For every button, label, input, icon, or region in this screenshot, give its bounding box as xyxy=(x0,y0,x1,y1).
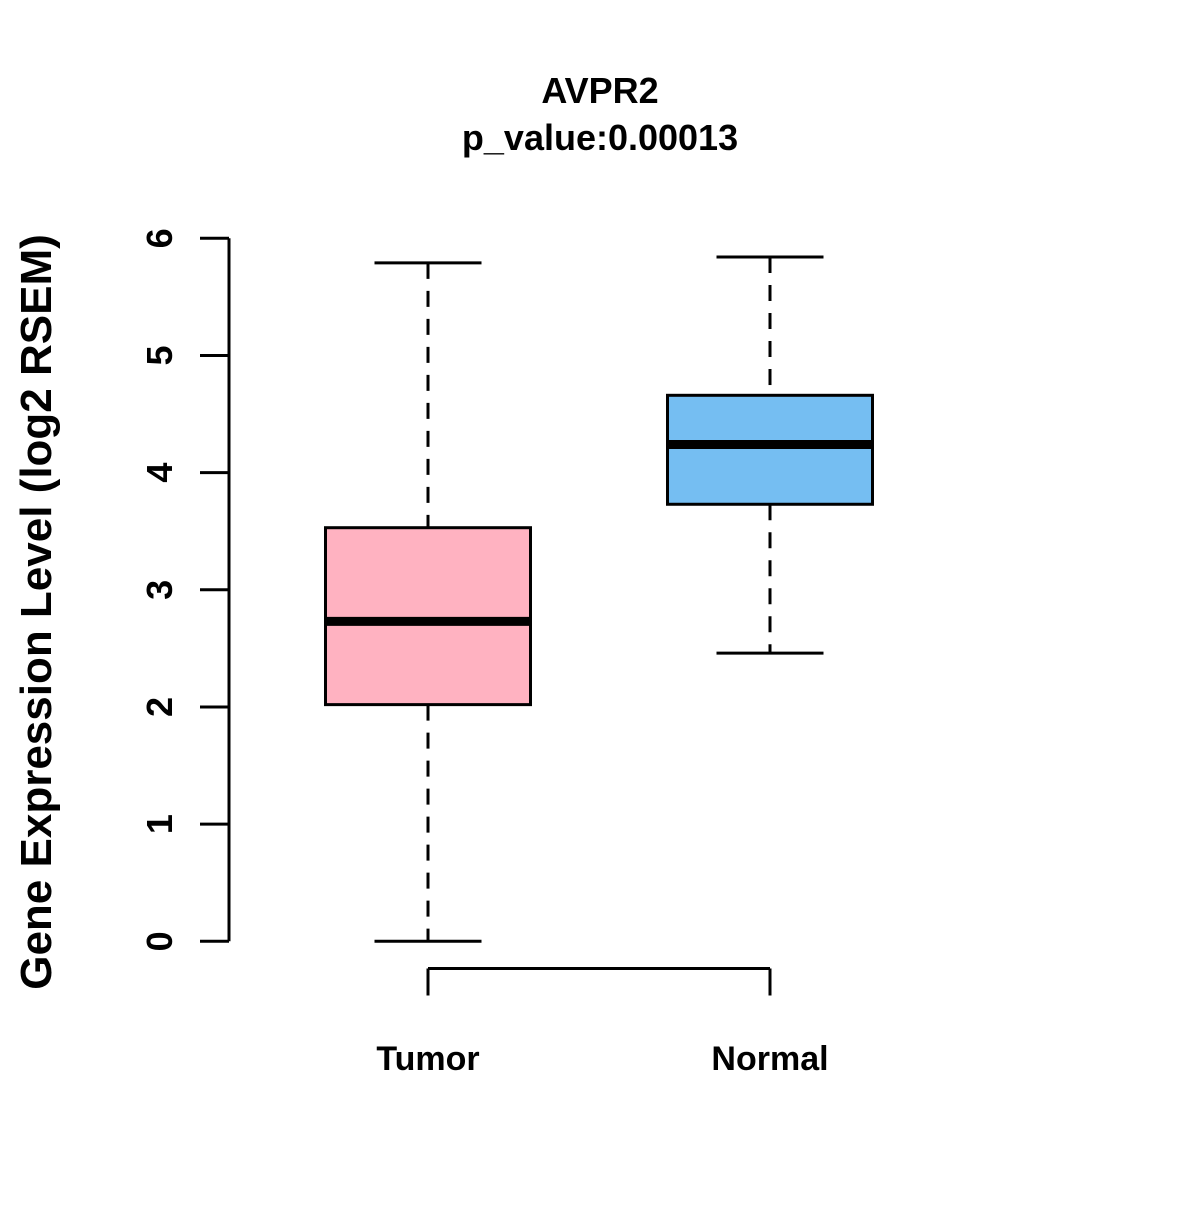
y-axis-tick-label: 3 xyxy=(139,580,180,600)
box-group-tumor xyxy=(324,261,532,943)
category-label-normal: Normal xyxy=(711,1040,828,1078)
y-axis-tick-label: 4 xyxy=(139,463,180,483)
chart-subtitle: p_value:0.00013 xyxy=(462,117,738,158)
iqr-box xyxy=(666,393,874,506)
y-axis-tick-label: 2 xyxy=(139,697,180,717)
y-axis-label: Gene Expression Level (log2 RSEM) xyxy=(12,234,61,990)
y-axis-tick-label: 6 xyxy=(139,228,180,248)
category-label-tumor: Tumor xyxy=(376,1040,479,1078)
x-axis: Tumor Normal xyxy=(376,967,829,1078)
iqr-box xyxy=(324,526,532,707)
y-axis-tick-label: 1 xyxy=(139,814,180,834)
box-layer xyxy=(324,255,874,943)
box-group-normal xyxy=(666,255,874,655)
chart-title: AVPR2 xyxy=(541,70,658,111)
y-axis: 0 1 2 3 4 5 6 xyxy=(139,228,231,951)
y-axis-tick-label: 5 xyxy=(139,345,180,365)
y-axis-tick-label: 0 xyxy=(139,931,180,951)
